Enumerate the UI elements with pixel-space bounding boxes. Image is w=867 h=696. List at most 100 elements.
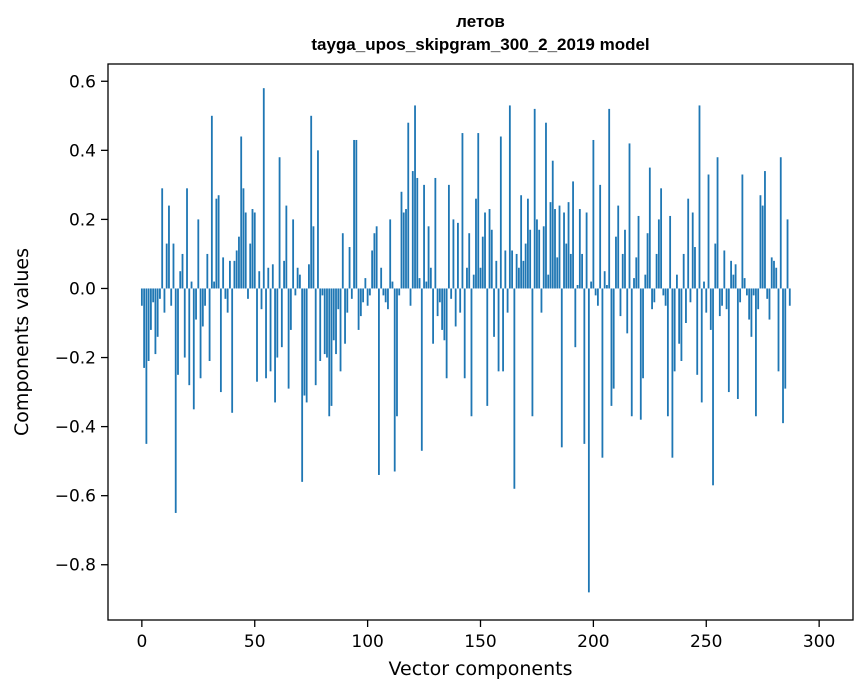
bar-59 (274, 288, 276, 403)
bar-47 (247, 288, 249, 299)
bar-147 (472, 274, 475, 289)
bar-62 (280, 288, 283, 348)
bar-70 (298, 274, 301, 289)
bar-60 (276, 288, 279, 358)
bar-114 (398, 288, 401, 296)
bar-19 (183, 288, 186, 358)
chart-subtitle: tayga_upos_skipgram_300_2_2019 model (311, 35, 650, 54)
bar-182 (551, 160, 554, 289)
bar-31 (210, 115, 213, 289)
bar-111 (391, 281, 394, 289)
bar-120 (411, 171, 414, 289)
bar-91 (346, 288, 349, 313)
bar-194 (578, 209, 581, 289)
y-tick-label: −0.4 (55, 418, 96, 438)
bar-179 (545, 122, 547, 289)
bar-22 (190, 281, 193, 289)
bar-82 (326, 288, 328, 358)
bar-102 (371, 250, 374, 289)
x-tick-label: 200 (577, 632, 609, 652)
bar-124 (420, 288, 423, 451)
bar-230 (660, 188, 663, 289)
bar-43 (238, 236, 240, 289)
bar-28 (204, 288, 206, 306)
axes-frame (107, 63, 854, 621)
bar-109 (387, 288, 389, 310)
y-tick-label: −0.6 (55, 487, 96, 507)
bar-231 (662, 288, 665, 296)
bar-267 (743, 278, 746, 289)
bars-layer (140, 88, 791, 593)
bar-54 (262, 88, 265, 289)
bar-242 (687, 198, 690, 289)
bar-217 (630, 288, 633, 417)
bar-225 (648, 167, 651, 289)
bar-151 (481, 236, 484, 289)
bar-263 (734, 264, 737, 289)
bar-269 (748, 288, 751, 320)
bar-280 (773, 260, 775, 289)
bar-79 (319, 288, 322, 361)
bar-253 (712, 288, 714, 486)
bar-162 (506, 288, 509, 313)
bar-212 (619, 288, 622, 317)
bar-287 (788, 288, 791, 306)
x-tick-label: 0 (136, 632, 147, 652)
bar-133 (441, 288, 444, 330)
bar-188 (565, 243, 568, 289)
bar-132 (438, 288, 441, 303)
bar-39 (229, 260, 231, 289)
bar-6 (154, 288, 157, 355)
chart-title: летов (456, 12, 505, 31)
bar-94 (353, 139, 355, 289)
bar-140 (457, 222, 459, 289)
x-axis-label: Vector components (388, 658, 573, 680)
bar-51 (256, 288, 258, 382)
bar-125 (423, 184, 425, 289)
bar-191 (572, 181, 574, 289)
bar-241 (685, 288, 687, 323)
bar-17 (179, 271, 182, 289)
bar-33 (215, 198, 218, 289)
bar-156 (493, 288, 495, 337)
bar-138 (452, 219, 455, 289)
bar-40 (231, 288, 234, 413)
bar-126 (425, 281, 428, 289)
bar-30 (208, 288, 211, 361)
bar-71 (301, 288, 304, 482)
bar-148 (475, 198, 477, 289)
bar-45 (242, 188, 245, 289)
bar-227 (653, 288, 656, 303)
bar-21 (188, 288, 191, 386)
bar-165 (513, 288, 516, 489)
bar-224 (646, 233, 649, 289)
bar-173 (531, 288, 534, 417)
bar-264 (736, 288, 739, 399)
bar-198 (587, 288, 590, 593)
bar-53 (260, 288, 263, 310)
bar-29 (206, 253, 209, 289)
bar-272 (755, 288, 757, 417)
bar-14 (172, 243, 175, 289)
bar-49 (251, 209, 254, 289)
bar-73 (305, 288, 308, 403)
bar-226 (651, 288, 653, 310)
bar-164 (511, 250, 514, 289)
bar-145 (468, 233, 471, 289)
bar-239 (680, 288, 683, 361)
bar-77 (314, 288, 317, 386)
bar-113 (396, 288, 398, 417)
y-tick-label: −0.2 (55, 349, 96, 369)
bar-255 (716, 157, 719, 289)
bar-208 (610, 288, 613, 406)
bar-178 (542, 226, 545, 289)
bar-203 (599, 184, 602, 289)
x-tick-label: 300 (803, 632, 835, 652)
bar-186 (560, 288, 563, 448)
bar-139 (454, 288, 457, 327)
bar-192 (574, 288, 577, 348)
bar-93 (350, 288, 353, 299)
bar-207 (608, 108, 611, 289)
bar-117 (405, 209, 407, 289)
